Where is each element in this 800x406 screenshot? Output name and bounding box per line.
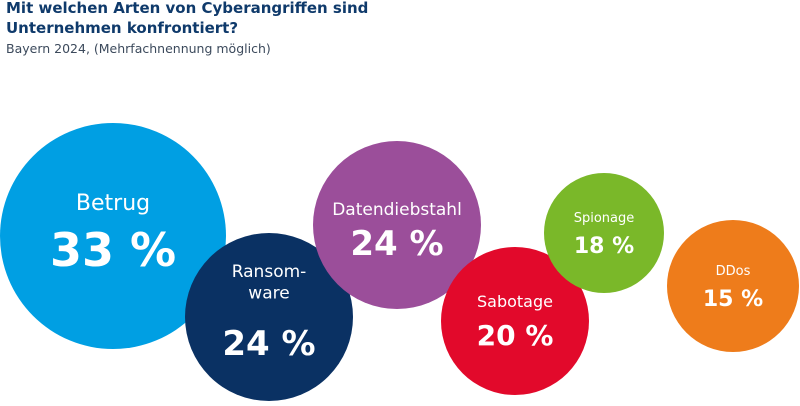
bubble-2: Ransom-ware 24 % [185, 233, 353, 401]
bubble-value: 24 % [350, 224, 443, 264]
bubble-circle [185, 233, 353, 401]
bubble-1: Betrug 33 % [0, 123, 226, 349]
bubble-value: 20 % [477, 319, 554, 352]
bubble-circle [667, 220, 799, 352]
bubble-label: Sabotage [477, 292, 553, 311]
bubble-label: ware [248, 283, 289, 303]
bubble-label: DDos [716, 264, 751, 279]
bubble-3: Datendiebstahl 24 % [313, 141, 481, 309]
bubble-label: Datendiebstahl [332, 200, 462, 220]
chart-subtitle: Bayern 2024, (Mehrfachnennung möglich) [6, 41, 271, 56]
bubble-value: 15 % [703, 287, 763, 312]
chart-title-line-1: Mit welchen Arten von Cyberangriffen sin… [6, 0, 369, 17]
bubble-6: DDos 15 % [667, 220, 799, 352]
bubble-label: Spionage [574, 211, 635, 226]
bubble-4: Sabotage 20 % [441, 247, 589, 395]
bubble-circle [441, 247, 589, 395]
bubble-label: Betrug [76, 191, 150, 216]
bubble-value: 24 % [222, 324, 315, 364]
bubble-value: 18 % [574, 234, 634, 259]
bubble-5: Spionage 18 % [544, 173, 664, 293]
bubble-circle [0, 123, 226, 349]
bubble-label: Ransom- [232, 262, 307, 282]
chart-title: Mit welchen Arten von Cyberangriffen sin… [6, 0, 368, 38]
bubble-circle [313, 141, 481, 309]
bubble-circle [544, 173, 664, 293]
chart-title-line-2: Unternehmen konfrontiert? [6, 19, 239, 37]
bubble-value: 33 % [50, 223, 176, 277]
